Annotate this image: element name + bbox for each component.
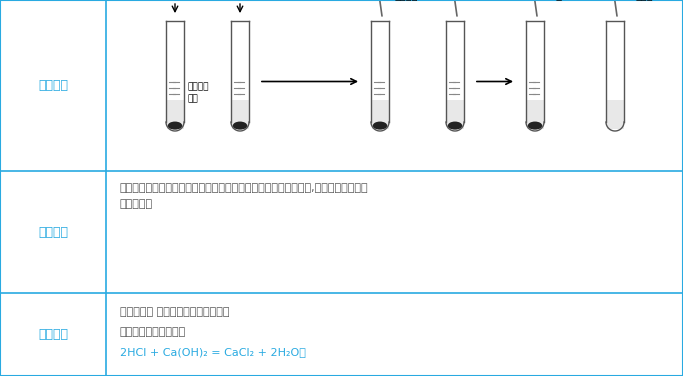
Text: 实验内容: 实验内容 <box>38 79 68 92</box>
Polygon shape <box>447 100 464 129</box>
Text: 实验结论: 实验结论 <box>38 328 68 341</box>
Text: 2HCl + Ca(OH)₂ = CaCl₂ + 2H₂O。: 2HCl + Ca(OH)₂ = CaCl₂ + 2H₂O。 <box>120 347 306 357</box>
Ellipse shape <box>168 121 182 130</box>
Text: 实验现象: 实验现象 <box>38 226 68 238</box>
Ellipse shape <box>373 121 387 130</box>
Polygon shape <box>167 100 184 129</box>
Text: 两试管的固体有剩余，滴入酥酸，溶液变红色，试管中加人稀盐酸,剩余固体溶解，溶
液变无色。: 两试管的固体有剩余，滴入酥酸，溶液变红色，试管中加人稀盐酸,剩余固体溶解，溶 液… <box>120 183 369 209</box>
Polygon shape <box>607 100 624 129</box>
Polygon shape <box>527 100 544 129</box>
Text: 反应的化学方程式为：: 反应的化学方程式为： <box>120 327 186 337</box>
Text: 氪氧化馒粉 微溶于水，溶液呈碱性，: 氪氧化馒粉 微溶于水，溶液呈碱性， <box>120 307 229 317</box>
Polygon shape <box>372 100 389 129</box>
Text: 氢氧化钙
粉末: 氢氧化钙 粉末 <box>188 82 210 103</box>
Ellipse shape <box>448 121 462 130</box>
Ellipse shape <box>528 121 542 130</box>
Polygon shape <box>232 100 249 129</box>
Ellipse shape <box>233 121 247 130</box>
